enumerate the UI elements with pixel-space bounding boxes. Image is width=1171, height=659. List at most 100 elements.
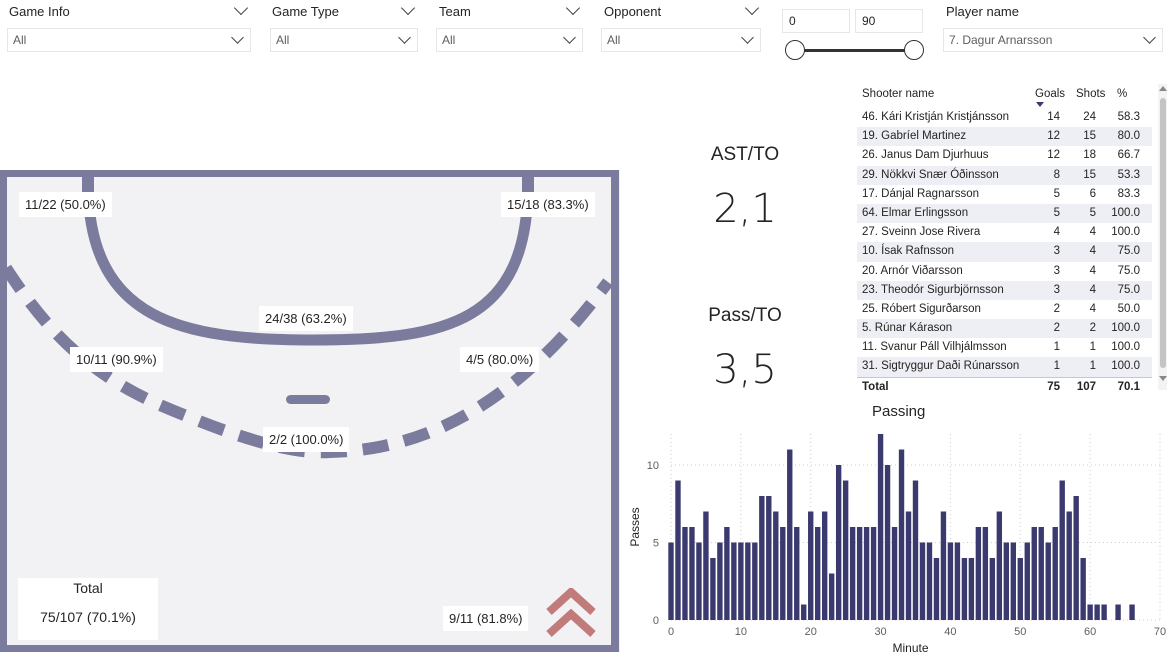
- shots-cell: 1: [1089, 360, 1096, 373]
- slicer-dropdown[interactable]: 7. Dagur Arnarsson: [943, 28, 1163, 52]
- pct-cell: 66.7: [1117, 149, 1140, 162]
- passing-bar: [1045, 542, 1051, 620]
- passing-bar: [815, 527, 821, 620]
- passing-bar: [773, 511, 779, 620]
- goals-cell: 8: [1053, 168, 1060, 181]
- chevron-down-icon[interactable]: [400, 0, 416, 16]
- shooter-name-cell: 10. Ísak Rafnsson: [862, 245, 955, 258]
- slicer-dropdown[interactable]: All: [7, 28, 251, 52]
- pct-cell: 100.0: [1111, 341, 1140, 354]
- chevron-down-icon[interactable]: [744, 0, 760, 16]
- chevron-down-icon[interactable]: [565, 0, 581, 16]
- zone-center-back: 2/2 (100.0%): [263, 427, 350, 452]
- shots-cell: 4: [1089, 302, 1096, 315]
- court-lines: [0, 169, 620, 653]
- table-row[interactable]: 19. Gabríel Martinez 12 15 80.0: [857, 127, 1152, 147]
- passing-bar: [989, 558, 996, 620]
- passing-bar: [780, 527, 786, 620]
- shooter-name-cell: 46. Kári Kristján Kristjánsson: [862, 111, 1010, 123]
- shots-cell: 15: [1083, 168, 1096, 181]
- total-name: Total: [862, 380, 889, 393]
- x-tick-label: 30: [874, 626, 886, 638]
- sort-desc-icon: [1036, 102, 1044, 107]
- passing-bar: [675, 480, 681, 620]
- shooter-name-cell: 25. Róbert Sigurðarson: [862, 302, 981, 315]
- passing-bar: [738, 542, 744, 620]
- header-pct[interactable]: %: [1117, 88, 1128, 100]
- goals-cell: 1: [1053, 360, 1060, 373]
- pct-cell: 100.0: [1111, 360, 1140, 373]
- goals-cell: 4: [1053, 226, 1060, 239]
- passing-bar: [961, 558, 968, 620]
- shooter-name-cell: 23. Theodór Sigurbjörnsson: [862, 283, 1004, 296]
- slider-max-handle[interactable]: [904, 40, 924, 60]
- passing-bar: [933, 558, 940, 620]
- table-row[interactable]: 11. Svanur Páll Vilhjálmsson 1 1 100.0: [857, 338, 1152, 357]
- passing-bar: [863, 527, 870, 620]
- range-min-input[interactable]: 0: [782, 9, 850, 33]
- shots-cell: 4: [1089, 283, 1096, 296]
- passing-bar: [877, 434, 884, 620]
- passing-bar: [703, 511, 709, 620]
- passing-bar: [794, 527, 800, 620]
- passing-bar: [919, 542, 926, 620]
- header-shooter-name[interactable]: Shooter name: [862, 88, 935, 100]
- table-row[interactable]: 5. Rúnar Kárason 2 2 100.0: [857, 319, 1152, 339]
- total-shots: 107: [1076, 380, 1096, 393]
- passing-bar: [912, 480, 919, 620]
- table-total-row: Total 75 107 70.1: [857, 376, 1152, 397]
- passing-bar: [842, 480, 849, 620]
- slider-min-handle[interactable]: [785, 40, 805, 60]
- slicer-dropdown[interactable]: All: [270, 28, 418, 52]
- passing-bar: [905, 511, 912, 620]
- pct-cell: 75.0: [1117, 245, 1140, 258]
- passing-bar: [856, 527, 863, 620]
- passing-bar: [891, 527, 898, 620]
- passing-bar: [1052, 527, 1058, 620]
- table-header: Shooter name Goals Shots %: [857, 84, 1152, 108]
- passing-bar: [801, 604, 807, 620]
- slicer-dropdown[interactable]: All: [436, 28, 583, 52]
- passing-bar: [710, 558, 716, 620]
- table-row[interactable]: 29. Nökkvi Snær Óðinsson 8 15 53.3: [857, 165, 1152, 185]
- goals-cell: 3: [1053, 283, 1060, 296]
- goals-cell: 2: [1053, 302, 1060, 315]
- passing-bar: [996, 511, 1003, 620]
- table-scrollbar-thumb[interactable]: [1160, 98, 1166, 368]
- header-goals[interactable]: Goals: [1035, 88, 1066, 100]
- table-row[interactable]: 17. Dánjal Ragnarsson 5 6 83.3: [857, 185, 1152, 204]
- slicer-title: Game Type: [272, 4, 339, 19]
- table-row[interactable]: 64. Elmar Erlingsson 5 5 100.0: [857, 203, 1152, 224]
- shooter-name-cell: 20. Arnór Viðarsson: [862, 264, 963, 277]
- table-row[interactable]: 25. Róbert Sigurðarson 2 4 50.0: [857, 300, 1152, 319]
- header-shots[interactable]: Shots: [1076, 88, 1106, 100]
- scroll-down-icon[interactable]: [1159, 376, 1167, 382]
- x-tick-label: 40: [944, 626, 956, 638]
- table-row[interactable]: 46. Kári Kristján Kristjánsson 14 24 58.3: [857, 108, 1152, 127]
- pct-cell: 75.0: [1117, 283, 1140, 296]
- passing-bar: [947, 542, 954, 620]
- table-row[interactable]: 10. Ísak Rafnsson 3 4 75.0: [857, 242, 1152, 262]
- x-tick-label: 20: [805, 626, 817, 638]
- passing-bar: [1059, 480, 1065, 620]
- slicer-dropdown[interactable]: All: [601, 28, 761, 52]
- slicer-title: Team: [439, 4, 471, 19]
- table-row[interactable]: 20. Arnór Viðarsson 3 4 75.0: [857, 262, 1152, 281]
- passing-bar: [717, 542, 723, 620]
- passing-bar: [759, 496, 765, 620]
- table-row[interactable]: 27. Sveinn Jose Rivera 4 4 100.0: [857, 223, 1152, 242]
- passing-bar: [940, 511, 947, 620]
- scroll-up-icon[interactable]: [1159, 86, 1167, 92]
- goals-cell: 12: [1047, 149, 1060, 162]
- table-row[interactable]: 31. Sigtryggur Daði Rúnarsson 1 1 100.0: [857, 357, 1152, 377]
- kpi-ast-to-label: AST/TO: [710, 144, 780, 165]
- chevron-down-icon[interactable]: [233, 0, 249, 16]
- slicer-title: Player name: [946, 4, 1019, 19]
- range-max-input[interactable]: 90: [855, 9, 923, 33]
- table-body: 46. Kári Kristján Kristjánsson 14 24 58.3 19…: [857, 108, 1152, 377]
- slider-track[interactable]: [796, 49, 914, 52]
- slicer-title: Opponent: [604, 4, 662, 19]
- shooter-name-cell: 64. Elmar Erlingsson: [862, 206, 969, 219]
- table-row[interactable]: 23. Theodór Sigurbjörnsson 3 4 75.0: [857, 280, 1152, 300]
- table-row[interactable]: 26. Janus Dam Djurhuus 12 18 66.7: [857, 146, 1152, 165]
